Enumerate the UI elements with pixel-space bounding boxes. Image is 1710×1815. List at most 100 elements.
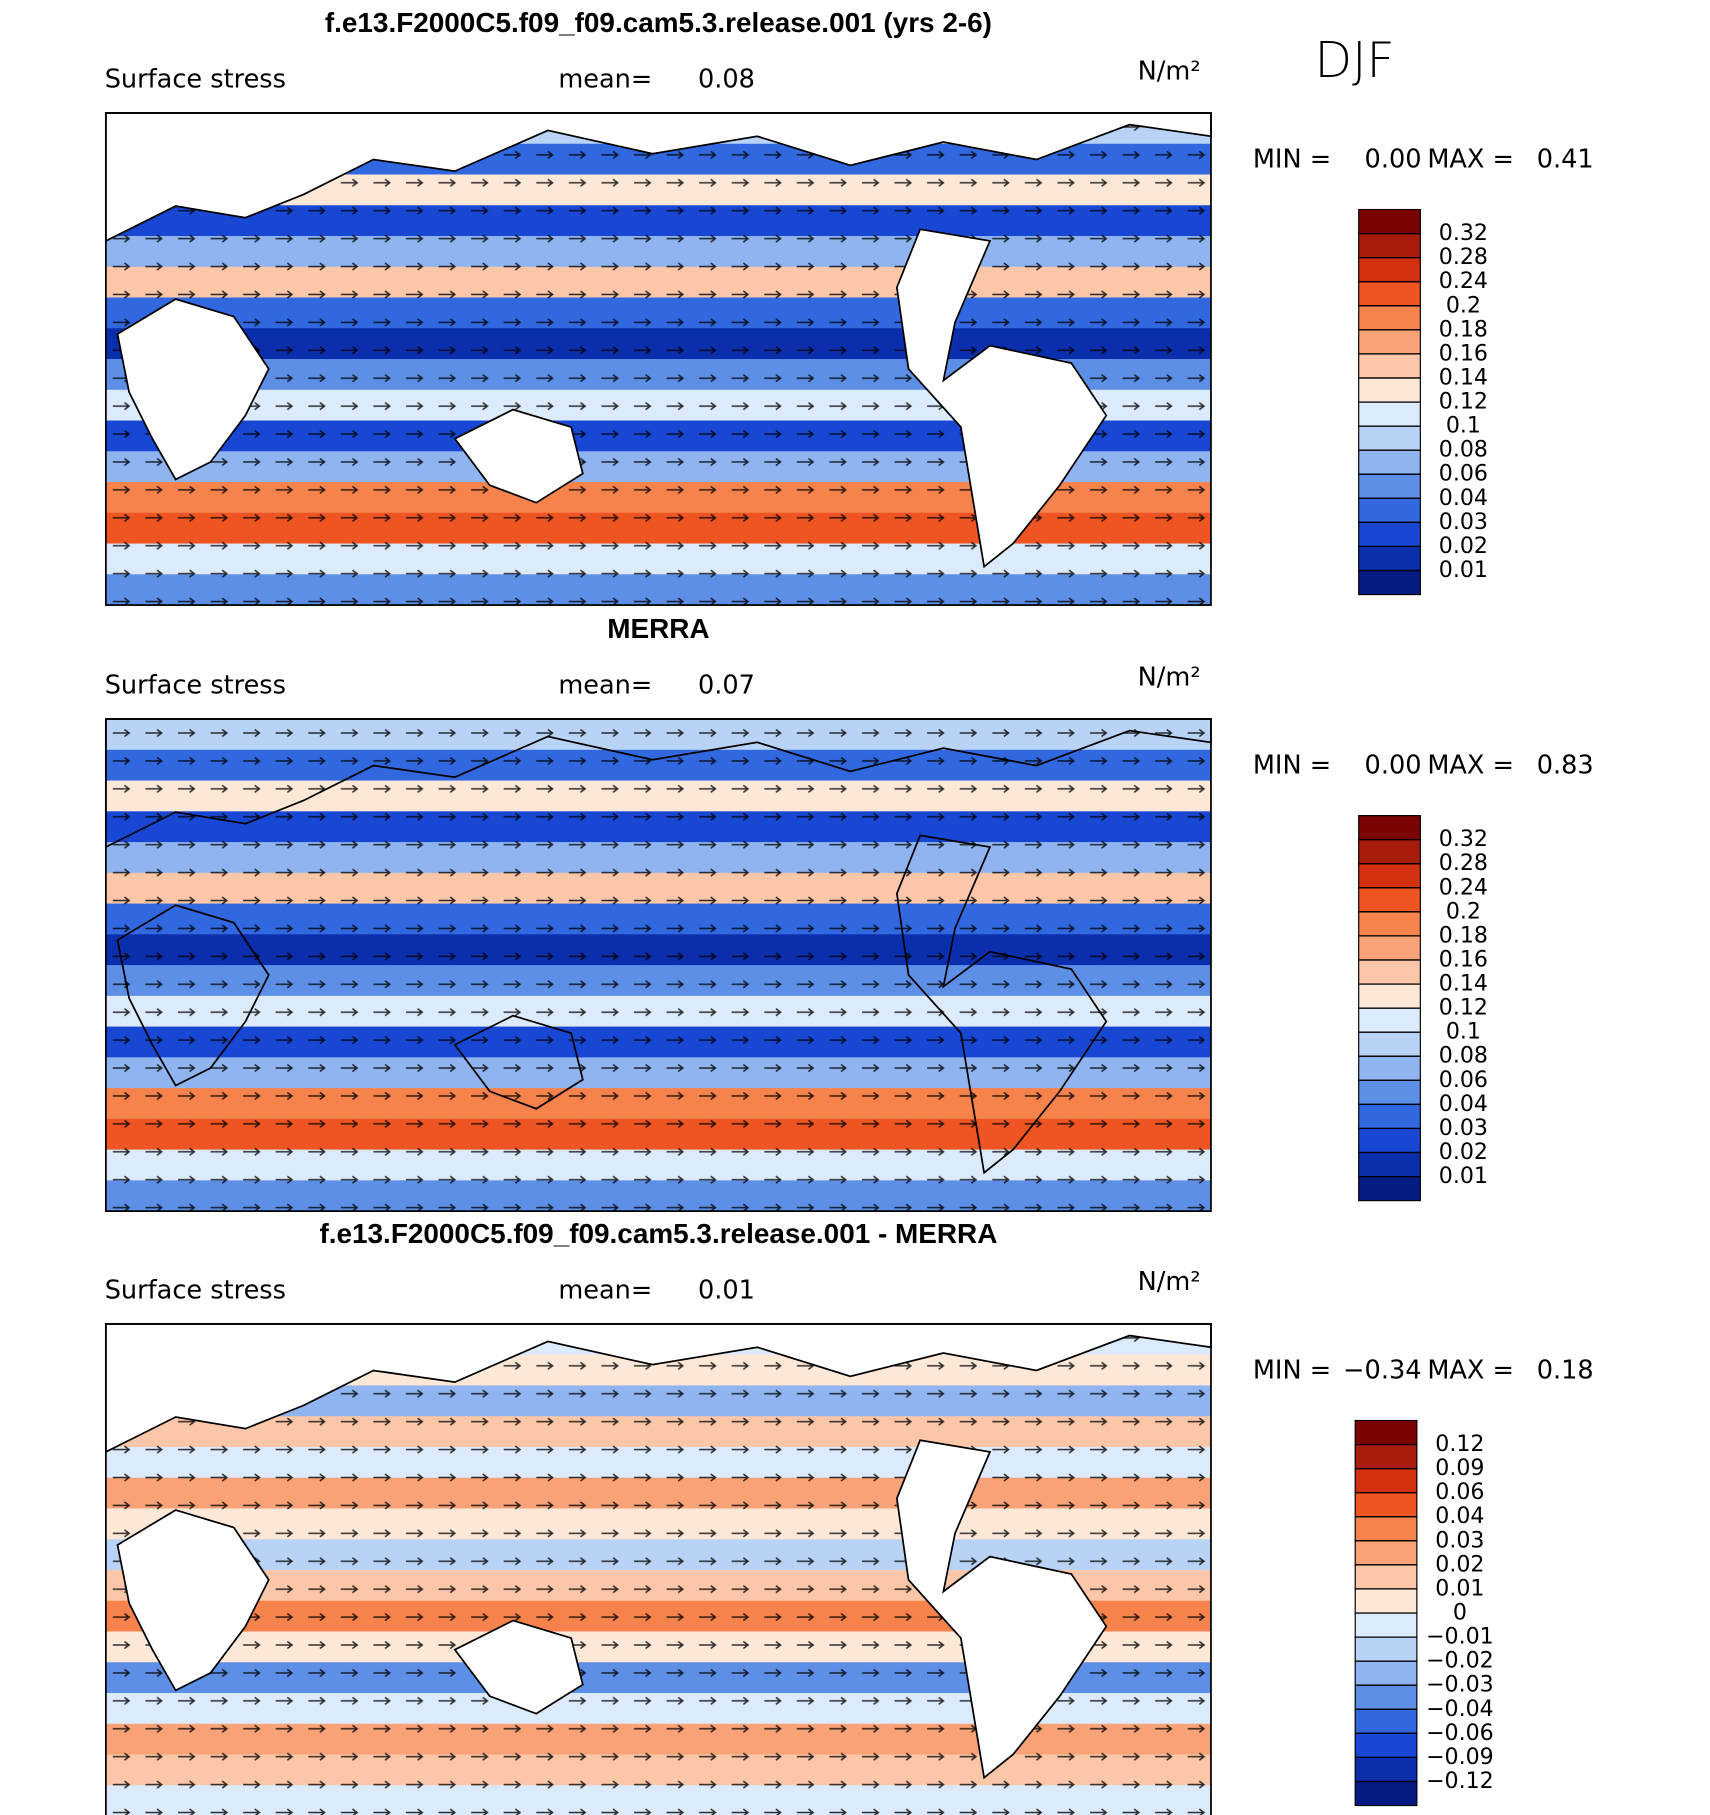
colorbar-label: 0.28 (1439, 850, 1488, 876)
colorbar-box (1358, 449, 1421, 475)
colorbar-label: −0.04 (1426, 1696, 1494, 1722)
max-label: MAX = (1427, 751, 1514, 781)
min-value: 0.00 (1365, 145, 1422, 175)
colorbar-box (1354, 1660, 1418, 1686)
colorbar-label: 0.32 (1439, 826, 1488, 852)
colorbar-label: −0.06 (1426, 1720, 1494, 1746)
colorbar-label: 0.24 (1439, 874, 1488, 900)
colorbar-label: 0.14 (1439, 971, 1488, 997)
land (453, 408, 584, 504)
colorbar-label: 0.12 (1439, 995, 1488, 1021)
colorbar-box (1358, 545, 1421, 572)
colorbar-label: −0.09 (1426, 1744, 1494, 1770)
max-value: 0.18 (1537, 1356, 1594, 1386)
colorbar-box (1354, 1564, 1418, 1590)
colorbar-label: 0.06 (1435, 1479, 1484, 1505)
colorbar-box (1354, 1492, 1418, 1518)
colorbar-box (1358, 1031, 1421, 1057)
colorbar-label: 0.12 (1435, 1431, 1484, 1457)
colorbar-box (1358, 1007, 1421, 1033)
colorbar-box (1354, 1468, 1418, 1494)
colorbar-box (1358, 208, 1421, 235)
colorbar-box (1358, 425, 1421, 451)
colorbar-label: −0.03 (1426, 1672, 1494, 1698)
colorbar-box (1358, 911, 1421, 937)
field-label: Surface stress (105, 64, 286, 94)
colorbar-box (1358, 1079, 1421, 1105)
colorbar-box (1358, 233, 1421, 259)
mean-value: 0.08 (698, 64, 755, 94)
min-label: MIN = (1253, 1356, 1331, 1386)
mean-label: mean= (558, 670, 652, 700)
colorbar-label: 0.03 (1439, 1115, 1488, 1141)
colorbar-label: −0.02 (1426, 1648, 1494, 1674)
field-label: Surface stress (105, 1275, 286, 1305)
map-frame (104, 112, 1212, 606)
colorbar-label: 0.06 (1439, 461, 1488, 487)
mean-value: 0.01 (698, 1275, 755, 1305)
land (104, 112, 1212, 243)
colorbar-label: 0 (1453, 1600, 1467, 1626)
colorbar-label: 0.2 (1446, 292, 1481, 318)
colorbar-box (1358, 1103, 1421, 1130)
land (453, 1619, 584, 1715)
colorbar-label: 0.12 (1439, 389, 1488, 415)
colorbar-box (1358, 257, 1421, 283)
colorbar-box (1358, 935, 1421, 961)
min-label: MIN = (1253, 751, 1331, 781)
map-frame (104, 1323, 1212, 1815)
colorbar-box (1358, 473, 1421, 499)
land-outline (104, 718, 1212, 849)
colorbar-label: 0.2 (1446, 898, 1481, 924)
map (104, 112, 1212, 606)
max-label: MAX = (1427, 1356, 1514, 1386)
colorbar-label: 0.18 (1439, 316, 1488, 342)
colorbar-label: 0.24 (1439, 268, 1488, 294)
colorbar-label: 0.04 (1439, 1091, 1488, 1117)
colorbar-label: 0.03 (1435, 1527, 1484, 1553)
land-outline (116, 904, 270, 1087)
colorbar-label: 0.09 (1435, 1455, 1484, 1481)
min-value: 0.00 (1365, 751, 1422, 781)
colorbar-box (1358, 815, 1421, 841)
colorbar-box (1354, 1540, 1418, 1566)
colorbar-label: 0.01 (1439, 557, 1488, 583)
land (104, 1323, 1212, 1454)
panel-title: f.e13.F2000C5.f09_f09.cam5.3.release.001… (319, 1218, 997, 1249)
colorbar-label: 0.04 (1439, 485, 1488, 511)
colorbar-box (1358, 959, 1421, 985)
colorbar-box (1358, 497, 1421, 523)
colorbar-label: −0.01 (1426, 1624, 1494, 1650)
colorbar-label: 0.16 (1439, 946, 1488, 972)
colorbar-label: 0.18 (1439, 922, 1488, 948)
colorbar-label: −0.12 (1426, 1768, 1494, 1794)
season-label: DJF (1314, 32, 1394, 89)
land (116, 298, 270, 481)
colorbar-box (1354, 1612, 1418, 1638)
colorbar-label: 0.16 (1439, 340, 1488, 366)
colorbar-box (1358, 1127, 1421, 1154)
panel-title: f.e13.F2000C5.f09_f09.cam5.3.release.001… (325, 7, 992, 38)
colorbar-box (1358, 569, 1421, 596)
colorbar-box (1358, 281, 1421, 307)
colorbar-label: 0.1 (1446, 413, 1481, 439)
colorbar-box (1358, 401, 1421, 427)
colorbar-label: 0.01 (1435, 1575, 1484, 1601)
max-value: 0.83 (1537, 751, 1594, 781)
colorbar-box (1358, 353, 1421, 379)
colorbar-box (1354, 1419, 1418, 1446)
map (104, 1323, 1212, 1815)
colorbar-label: 0.02 (1439, 1139, 1488, 1165)
colorbar-label: 0.06 (1439, 1067, 1488, 1093)
unit-label: N/m² (1138, 662, 1201, 692)
land (895, 1439, 1108, 1780)
colorbar-label: 0.14 (1439, 364, 1488, 390)
colorbar-label: 0.32 (1439, 220, 1488, 246)
panel-title: MERRA (607, 613, 709, 644)
colorbar-box (1354, 1732, 1418, 1758)
colorbar-box (1358, 377, 1421, 403)
map-frame (104, 718, 1212, 1212)
field-label: Surface stress (105, 670, 286, 700)
land (895, 228, 1108, 569)
colorbar-box (1354, 1443, 1418, 1470)
